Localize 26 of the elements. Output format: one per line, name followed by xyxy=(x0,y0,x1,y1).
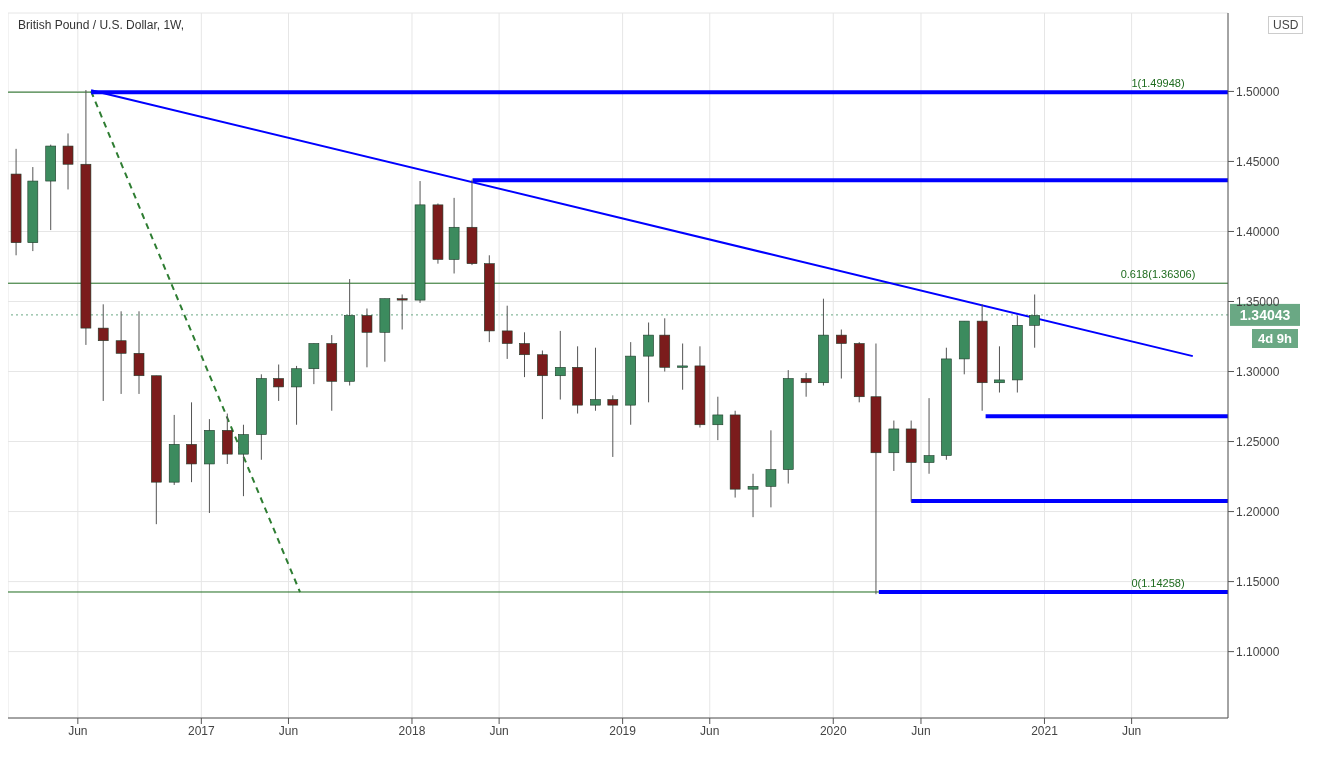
y-tick-label: 1.20000 xyxy=(1236,504,1280,519)
y-tick-label: 1.45000 xyxy=(1236,154,1280,169)
x-tick-label: 2017 xyxy=(187,723,215,738)
y-tick-label: 1.25000 xyxy=(1236,434,1280,449)
x-tick-label: Jun xyxy=(911,723,931,738)
y-tick-label: 1.10000 xyxy=(1236,644,1280,659)
ref-line-label: 0.618(1.36306) xyxy=(1120,268,1196,281)
x-tick-label: Jun xyxy=(700,723,720,738)
y-tick-label: 1.50000 xyxy=(1236,84,1280,99)
x-tick-label: 2019 xyxy=(609,723,637,738)
ref-line-label: 0(1.14258) xyxy=(1131,576,1185,589)
x-tick-label: Jun xyxy=(489,723,509,738)
x-tick-label: Jun xyxy=(68,723,88,738)
y-tick-label: 1.30000 xyxy=(1236,364,1280,379)
x-tick-label: 2020 xyxy=(819,723,847,738)
x-tick-label: Jun xyxy=(1121,723,1142,738)
x-tick-label: 2018 xyxy=(398,723,426,738)
y-tick-label: 1.40000 xyxy=(1236,224,1280,239)
y-tick-label: 1.15000 xyxy=(1236,574,1280,589)
chart-title: British Pound / U.S. Dollar, 1W, xyxy=(18,18,185,32)
ref-line-label: 1.34043 xyxy=(1239,306,1291,323)
x-tick-label: Jun xyxy=(278,723,299,738)
y-axis-title: USD xyxy=(1268,16,1304,34)
text: 4d 9h xyxy=(1252,328,1298,348)
x-tick-label: 2021 xyxy=(1031,723,1059,738)
ref-line-label: 1(1.49948) xyxy=(1131,77,1185,90)
